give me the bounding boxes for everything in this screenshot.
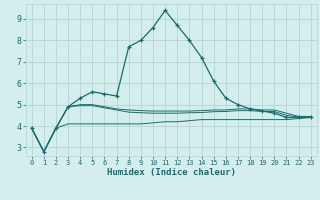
X-axis label: Humidex (Indice chaleur): Humidex (Indice chaleur) [107,168,236,177]
